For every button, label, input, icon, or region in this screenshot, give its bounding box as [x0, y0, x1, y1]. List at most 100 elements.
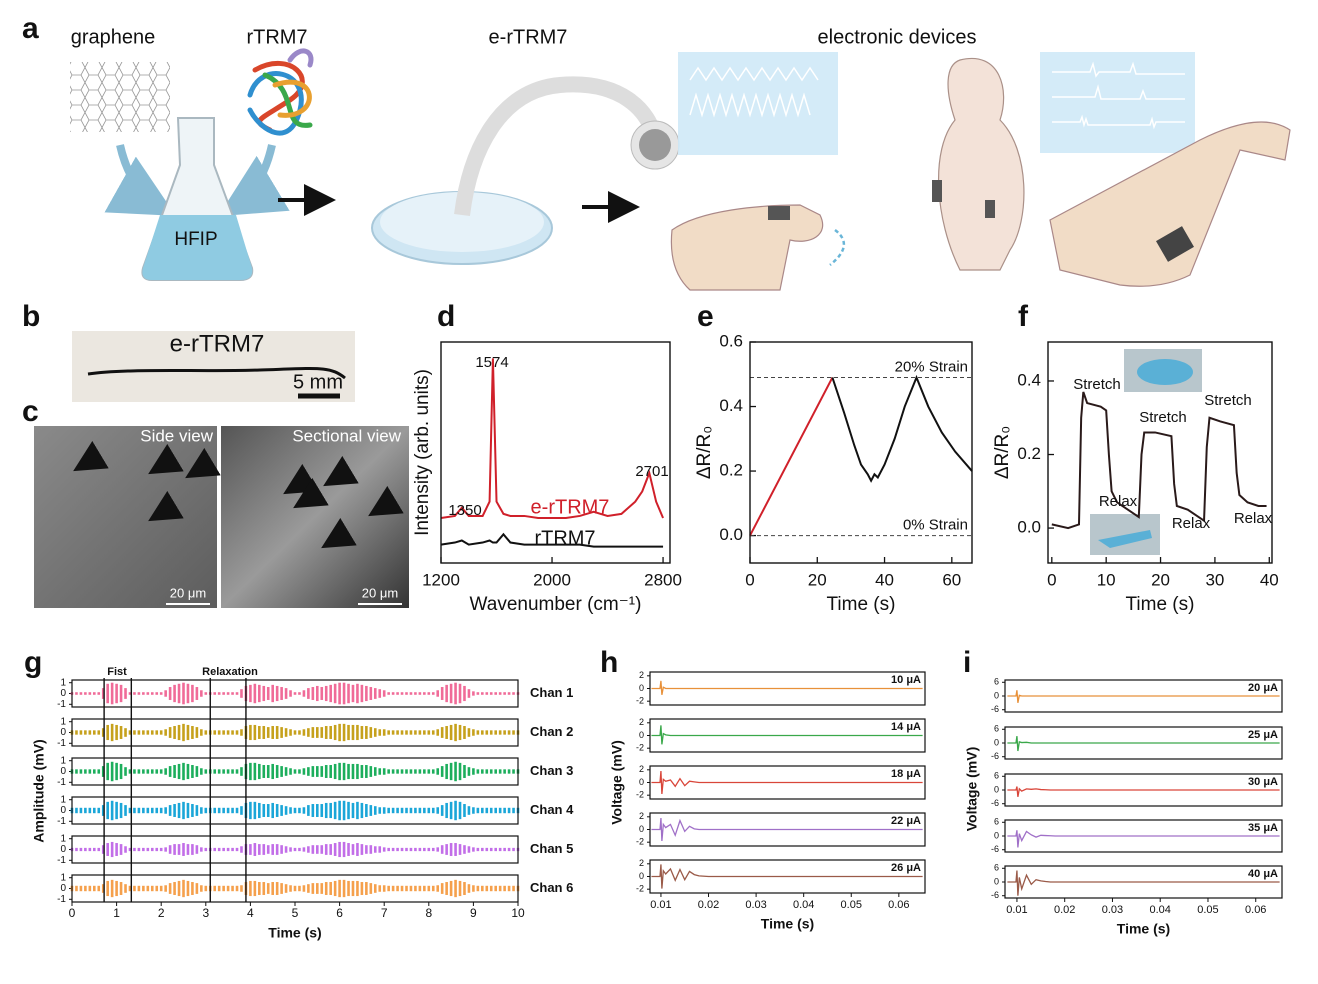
subplot-frame	[649, 765, 926, 800]
photo	[72, 331, 355, 402]
y-tick-label: 0	[639, 777, 644, 787]
current-label: 10 μA	[891, 674, 921, 686]
line-series	[1007, 870, 1280, 896]
current-label: 14 μA	[891, 721, 921, 733]
y-tick-label: 0.2	[719, 461, 743, 480]
inset-wave	[689, 92, 811, 118]
channel-label: Chan 6	[530, 880, 573, 895]
flow-arrow	[104, 144, 176, 216]
y-tick-label: -6	[991, 798, 999, 808]
current-label: 26 μA	[891, 862, 921, 874]
x-tick-label: 0	[745, 570, 754, 589]
channel-label: Chan 5	[530, 841, 573, 856]
inset-wave	[689, 66, 819, 82]
finger	[670, 204, 824, 291]
line-series	[651, 680, 923, 695]
flow-arrow	[218, 144, 290, 217]
y-tick-label: 1	[60, 794, 66, 805]
y-tick-label: -1	[57, 738, 66, 749]
x-tick-label: 60	[942, 570, 961, 589]
current-label: 18 μA	[891, 768, 921, 780]
subplot-frame	[1004, 726, 1283, 760]
x-tick-label: 8	[425, 906, 432, 920]
y-tick-label: 0.4	[1017, 370, 1041, 389]
y-tick-label: 2	[639, 811, 644, 821]
line-series	[831, 374, 973, 483]
protein-strands	[247, 48, 314, 136]
fiber-tube	[454, 76, 663, 216]
line-series	[651, 771, 923, 794]
x-tick-label: 0.04	[793, 899, 814, 911]
channel-label: Chan 2	[530, 724, 573, 739]
x-tick-label: 0	[1047, 570, 1056, 589]
y-tick-label: 0	[639, 730, 644, 740]
y-tick-label: -1	[57, 894, 66, 905]
subplot-frame	[649, 812, 926, 847]
x-axis-label: Time (s)	[827, 594, 896, 615]
y-axis-label: ΔR/R₀	[694, 426, 715, 479]
x-tick-label: 40	[1260, 570, 1279, 589]
y-tick-label: 1	[60, 677, 66, 688]
y-tick-label: -2	[636, 884, 644, 894]
panel-label: h	[600, 646, 618, 679]
annotation: Stretch	[1139, 409, 1187, 426]
y-tick-label: 6	[994, 863, 999, 873]
annotation: Relax	[1099, 493, 1138, 510]
subplot-frame	[71, 718, 519, 747]
x-tick-label: 10	[1097, 570, 1116, 589]
current-label: 35 μA	[1248, 822, 1278, 834]
y-tick-label: 6	[994, 724, 999, 734]
solvent-label: HFIP	[174, 229, 217, 250]
line-series	[651, 725, 923, 745]
annotation: Stretch	[1073, 376, 1121, 393]
y-tick-label: 0	[994, 830, 999, 840]
line-series	[651, 818, 923, 841]
annotation: 2701	[635, 463, 668, 480]
x-axis-label: Wavenumber (cm⁻¹)	[470, 594, 642, 615]
series-label: rTRM7	[534, 527, 595, 549]
y-tick-label: 0.0	[1017, 518, 1041, 537]
annotation: 1350	[448, 502, 481, 519]
sensor	[932, 180, 942, 202]
panel-label: d	[437, 300, 455, 333]
panel-label: i	[963, 646, 971, 679]
line-series	[1007, 786, 1280, 797]
y-tick-label: -2	[636, 743, 644, 753]
protein-label: rTRM7	[246, 26, 307, 48]
subplot-frame	[1004, 819, 1283, 853]
reference-label: 0% Strain	[903, 517, 968, 534]
channel-label: Chan 3	[530, 763, 573, 778]
devices-label: electronic devices	[818, 26, 977, 48]
line-series	[440, 358, 664, 519]
x-tick-label: 0.01	[650, 899, 671, 911]
x-tick-label: 0.01	[1006, 904, 1027, 916]
y-tick-label: 0.4	[719, 396, 743, 415]
x-tick-label: 0.02	[698, 899, 719, 911]
channel-label: Chan 1	[530, 685, 573, 700]
current-label: 20 μA	[1248, 682, 1278, 694]
x-tick-label: 0.05	[1197, 904, 1218, 916]
plot-frame	[1047, 341, 1273, 564]
subplot-frame	[649, 718, 926, 753]
y-tick-label: 2	[639, 670, 644, 680]
x-tick-label: 9	[470, 906, 477, 920]
line-series	[651, 864, 923, 889]
current-label: 40 μA	[1248, 868, 1278, 880]
x-tick-label: 2	[158, 906, 165, 920]
line-series	[1007, 736, 1280, 752]
glove	[1137, 359, 1193, 385]
annotation: Relax	[1172, 515, 1211, 532]
x-tick-label: 20	[808, 570, 827, 589]
x-tick-label: 0	[69, 906, 76, 920]
motion-arrow	[829, 229, 845, 266]
y-tick-label: -2	[636, 696, 644, 706]
annotation: Fist	[107, 666, 127, 678]
sensor	[985, 200, 995, 218]
x-axis-label: Time (s)	[268, 925, 321, 941]
x-tick-label: 2800	[644, 570, 682, 589]
line-series	[1007, 690, 1280, 703]
sensor	[1156, 226, 1194, 262]
panel-label: e	[697, 300, 714, 333]
view-label: Side view	[140, 426, 213, 445]
